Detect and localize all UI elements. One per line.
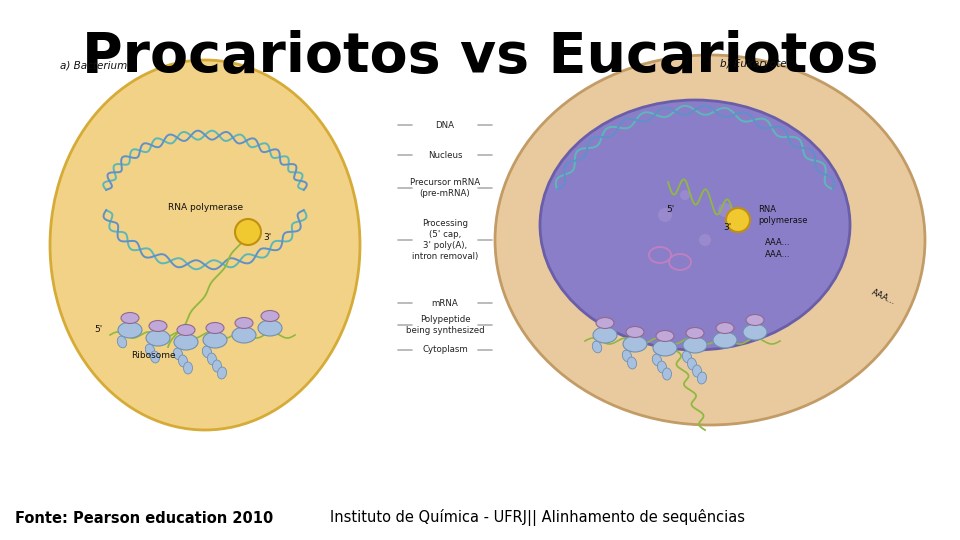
Ellipse shape [121, 313, 139, 323]
Ellipse shape [540, 100, 850, 350]
Text: AAA...: AAA... [765, 238, 790, 247]
Text: 3': 3' [263, 233, 272, 242]
Text: Precursor mRNA
(pre-mRNA): Precursor mRNA (pre-mRNA) [410, 178, 480, 198]
Ellipse shape [683, 351, 692, 363]
Text: DNA: DNA [436, 120, 454, 130]
Circle shape [235, 219, 261, 245]
Ellipse shape [596, 318, 614, 328]
Text: 5': 5' [666, 205, 674, 214]
Ellipse shape [628, 357, 636, 369]
Ellipse shape [218, 367, 227, 379]
Ellipse shape [203, 332, 227, 348]
Text: Ribosome: Ribosome [131, 351, 176, 360]
Circle shape [680, 190, 690, 200]
Ellipse shape [626, 327, 644, 338]
Ellipse shape [151, 351, 159, 363]
Ellipse shape [692, 365, 702, 377]
Ellipse shape [683, 337, 707, 353]
Text: Procariotos vs Eucariotos: Procariotos vs Eucariotos [82, 30, 878, 84]
Ellipse shape [658, 361, 666, 373]
Ellipse shape [713, 332, 737, 348]
Text: AAA...: AAA... [870, 288, 897, 307]
Ellipse shape [206, 322, 224, 334]
Text: RNA
polymerase: RNA polymerase [758, 205, 807, 225]
Text: Polypeptide
being synthesized: Polypeptide being synthesized [406, 315, 484, 335]
Ellipse shape [261, 310, 279, 321]
Ellipse shape [495, 55, 925, 425]
Ellipse shape [698, 372, 707, 384]
Ellipse shape [623, 336, 647, 352]
Text: Fonte: Pearson education 2010: Fonte: Pearson education 2010 [15, 511, 274, 526]
Circle shape [726, 208, 750, 232]
Ellipse shape [716, 322, 734, 334]
Ellipse shape [746, 314, 764, 326]
Ellipse shape [203, 346, 212, 358]
Ellipse shape [177, 325, 195, 335]
Circle shape [658, 208, 672, 222]
Ellipse shape [146, 330, 170, 346]
Text: 3': 3' [723, 223, 732, 232]
Text: Nucleus: Nucleus [428, 151, 463, 159]
Ellipse shape [207, 353, 217, 365]
Ellipse shape [593, 327, 617, 343]
Ellipse shape [145, 344, 155, 356]
Text: Processing
(5' cap,
3' poly(A),
intron removal): Processing (5' cap, 3' poly(A), intron r… [412, 219, 478, 261]
Ellipse shape [687, 358, 697, 370]
Text: Cytoplasm: Cytoplasm [422, 346, 468, 354]
Ellipse shape [592, 341, 602, 353]
Text: 5': 5' [94, 325, 102, 334]
Ellipse shape [232, 327, 256, 343]
Ellipse shape [212, 360, 222, 372]
Circle shape [699, 234, 711, 246]
Ellipse shape [149, 321, 167, 332]
Circle shape [718, 203, 732, 217]
Ellipse shape [235, 318, 253, 328]
Text: b) Eukaryote: b) Eukaryote [720, 59, 786, 69]
Ellipse shape [179, 355, 187, 367]
Text: mRNA: mRNA [432, 299, 458, 307]
Text: Instituto de Química - UFRJ|| Alinhamento de sequências: Instituto de Química - UFRJ|| Alinhament… [330, 509, 745, 526]
Ellipse shape [183, 362, 193, 374]
Ellipse shape [258, 320, 282, 336]
Ellipse shape [50, 60, 360, 430]
Text: AAA...: AAA... [765, 250, 790, 259]
Text: RNA polymerase: RNA polymerase [168, 203, 244, 212]
Circle shape [740, 220, 750, 230]
Ellipse shape [656, 330, 674, 341]
Ellipse shape [652, 354, 661, 366]
Ellipse shape [686, 327, 704, 339]
Ellipse shape [743, 324, 767, 340]
Ellipse shape [174, 334, 198, 350]
Ellipse shape [622, 350, 632, 362]
Ellipse shape [662, 368, 671, 380]
Ellipse shape [653, 340, 677, 356]
Ellipse shape [117, 336, 127, 348]
Ellipse shape [118, 322, 142, 338]
Text: a) Bacterium: a) Bacterium [60, 60, 128, 70]
Ellipse shape [174, 348, 182, 360]
